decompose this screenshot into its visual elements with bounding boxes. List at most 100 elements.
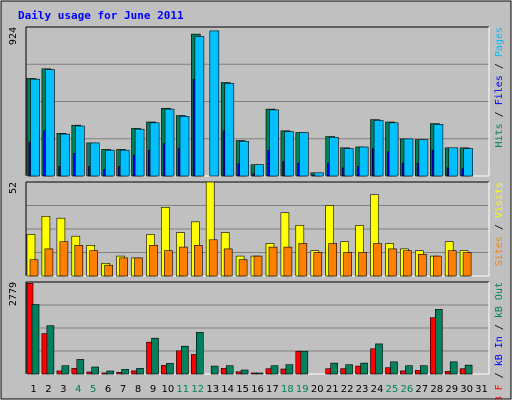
bar-sites-day-21 xyxy=(328,243,338,277)
bar-kb-out-day-24 xyxy=(375,343,383,375)
x-tick-label: 8 xyxy=(135,384,141,395)
x-tick-label: 6 xyxy=(105,384,111,395)
x-tick-label: 13 xyxy=(206,384,219,395)
legend-entry: / xyxy=(494,318,505,336)
x-tick-label: 18 xyxy=(281,384,294,395)
legend-entry: / xyxy=(494,57,505,75)
bar-pages-day-5 xyxy=(90,142,100,177)
x-tick-label: 4 xyxy=(75,384,81,395)
bar-pages-day-12 xyxy=(194,36,205,177)
bar-sites-day-28 xyxy=(432,255,442,277)
bar-pages-day-20 xyxy=(314,172,324,177)
bar-kb-out-day-21 xyxy=(330,362,339,375)
bar-sites-day-6 xyxy=(104,264,113,277)
bar-sites-day-17 xyxy=(268,246,278,277)
bar-kb-out-day-23 xyxy=(360,362,368,375)
bar-sites-day-3 xyxy=(59,241,69,277)
legend-entry: Hits xyxy=(494,123,505,147)
bar-sites-day-26 xyxy=(403,250,412,277)
x-tick-label: 15 xyxy=(236,384,249,395)
bar-kb-out-day-18 xyxy=(285,364,294,375)
bar-kb-out-day-11 xyxy=(181,345,189,375)
bar-pages-day-15 xyxy=(239,141,249,177)
bar-pages-day-28 xyxy=(433,124,444,177)
legend-entry: kB In xyxy=(494,336,505,366)
bar-sites-day-27 xyxy=(417,254,427,277)
bar-sites-day-14 xyxy=(223,248,233,277)
bar-sites-day-5 xyxy=(89,250,98,277)
bar-kb-out-day-6 xyxy=(106,370,114,375)
bar-sites-day-1 xyxy=(29,259,39,277)
legend-entry: Pages xyxy=(494,27,505,57)
x-tick-label: 22 xyxy=(341,384,354,395)
bar-sites-day-20 xyxy=(313,252,323,277)
bar-kb-out-day-29 xyxy=(449,361,458,375)
legend: Hits / Files / Pages xyxy=(494,27,505,147)
x-tick-label: 1 xyxy=(30,384,36,395)
x-tick-label: 14 xyxy=(221,384,234,395)
bar-pages-day-3 xyxy=(60,133,70,177)
bar-sites-day-19 xyxy=(298,243,308,277)
x-tick-label: 5 xyxy=(90,384,96,395)
bar-pages-day-7 xyxy=(119,149,130,177)
bar-pages-day-1 xyxy=(30,78,40,177)
x-tick-label: 16 xyxy=(251,384,264,395)
bar-sites-day-16 xyxy=(253,255,263,277)
bar-pages-day-21 xyxy=(328,137,339,177)
bar-kb-out-day-25 xyxy=(390,361,398,375)
x-tick-label: 27 xyxy=(415,384,428,395)
bar-kb-out-day-10 xyxy=(166,363,174,375)
bar-pages-day-24 xyxy=(373,120,384,177)
bar-pages-day-10 xyxy=(164,108,175,177)
bar-kb-out-day-8 xyxy=(136,368,144,375)
bar-pages-day-9 xyxy=(149,122,160,177)
legend: kB F / kB In / kB Out xyxy=(494,282,505,400)
bar-pages-day-29 xyxy=(448,147,459,177)
bar-kb-out-day-30 xyxy=(464,364,473,375)
legend-entry: kB Out xyxy=(494,282,505,318)
bar-kb-out-day-13 xyxy=(210,365,219,375)
bar-pages-day-14 xyxy=(224,83,235,177)
bar-kb-out-day-28 xyxy=(434,309,443,375)
bar-kb-out-day-9 xyxy=(151,337,159,375)
legend-entry: Visits xyxy=(494,182,505,218)
bar-kb-out-day-15 xyxy=(240,369,249,375)
legend-entry: kB F xyxy=(494,384,505,400)
chart-title: Daily usage for June 2011 xyxy=(18,9,184,22)
bar-sites-day-11 xyxy=(179,246,188,277)
bar-pages-day-19 xyxy=(299,132,309,177)
panel-visits-sites: 52 Sites / Visits xyxy=(8,181,505,277)
x-tick-label: 19 xyxy=(296,384,309,395)
x-tick-label: 2 xyxy=(45,384,51,395)
bar-kb-out-day-26 xyxy=(405,365,413,375)
legend-entry: / xyxy=(494,366,505,384)
bar-pages-day-2 xyxy=(45,69,55,177)
x-axis-ticks: 1 2 3 4 5 6 7 8 9 10 11 12 13 14 15 16 17 18 19 20 21 22 23 24 2… xyxy=(30,384,488,395)
x-tick-label: 9 xyxy=(150,384,156,395)
bar-sites-day-22 xyxy=(343,252,352,277)
x-tick-label: 29 xyxy=(445,384,458,395)
bar-pages-day-18 xyxy=(284,131,294,177)
bar-sites-day-30 xyxy=(462,252,472,277)
x-tick-label: 21 xyxy=(326,384,339,395)
bar-pages-day-27 xyxy=(418,139,429,177)
x-tick-label: 12 xyxy=(191,384,204,395)
legend-entry: Files xyxy=(494,75,505,105)
bar-sites-day-18 xyxy=(283,246,293,277)
x-tick-label: 28 xyxy=(430,384,443,395)
bar-sites-day-23 xyxy=(358,252,367,277)
y-max-label: 2779 xyxy=(8,282,19,306)
bar-sites-day-10 xyxy=(164,250,173,277)
bar-sites-day-12 xyxy=(194,245,203,277)
bar-pages-day-17 xyxy=(269,109,279,177)
legend-entry: / xyxy=(494,218,505,236)
bar-pages-day-4 xyxy=(75,125,85,177)
x-tick-label: 3 xyxy=(60,384,66,395)
bar-kb-out-day-4 xyxy=(76,359,85,375)
bar-pages-day-6 xyxy=(105,149,115,177)
bar-pages-day-22 xyxy=(343,148,354,177)
bar-sites-day-2 xyxy=(44,248,54,277)
y-max-label: 924 xyxy=(8,27,19,45)
